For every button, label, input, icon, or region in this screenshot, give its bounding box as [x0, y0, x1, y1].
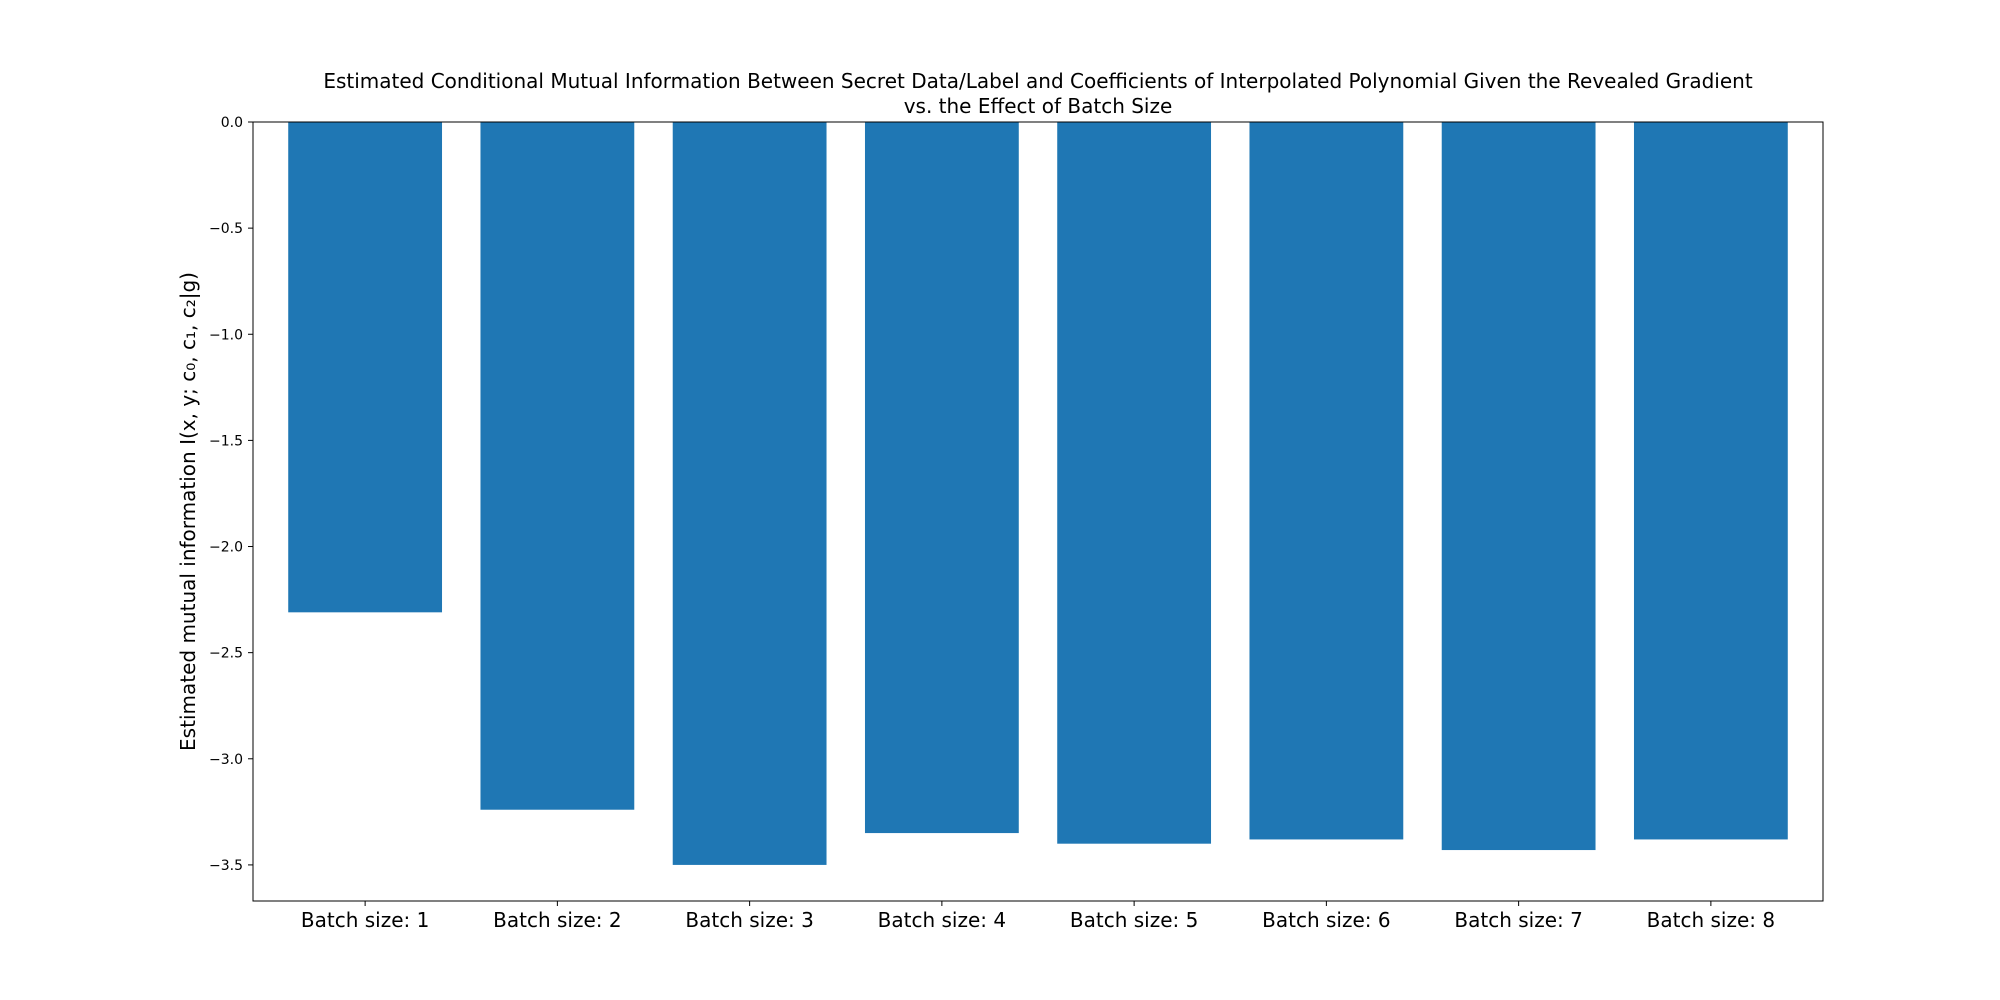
bar-batch-size-3	[672, 122, 827, 865]
y-tick-label: −2.0	[209, 540, 243, 556]
bar-batch-size-6	[1249, 122, 1404, 840]
x-tick-label: Batch size: 5	[1070, 908, 1198, 932]
y-tick-label: −1.5	[209, 433, 243, 449]
bar-batch-size-8	[1633, 122, 1788, 840]
chart-title: Estimated Conditional Mutual Information…	[323, 69, 1753, 118]
bar-batch-size-2	[480, 122, 635, 810]
bar-batch-size-4	[864, 122, 1019, 834]
y-tick-label: −1.0	[209, 327, 243, 343]
y-tick-label: −3.0	[209, 752, 243, 768]
x-tick-label: Batch size: 7	[1454, 908, 1582, 932]
plot-frame	[252, 121, 1824, 902]
y-axis-label: Estimated mutual information I(x, y; c₀,…	[176, 272, 200, 751]
bar-batch-size-1	[288, 122, 443, 613]
x-tick-label: Batch size: 4	[878, 908, 1006, 932]
bar-batch-size-7	[1441, 122, 1596, 851]
chart-title-line-1: Estimated Conditional Mutual Information…	[323, 69, 1753, 93]
y-tick-label: −2.5	[209, 646, 243, 662]
x-axis-ticks: Batch size: 1 Batch size: 2 Batch size: 3 B…	[301, 901, 1775, 932]
y-tick-label: 0.0	[221, 115, 243, 131]
x-tick-label: Batch size: 6	[1262, 908, 1390, 932]
x-tick-label: Batch size: 1	[301, 908, 429, 932]
bar-batch-size-5	[1057, 122, 1212, 844]
bars	[288, 122, 1788, 865]
y-tick-label: −0.5	[209, 221, 243, 237]
x-tick-label: Batch size: 3	[685, 908, 813, 932]
y-axis-ticks: 0.0 −0.5 −1.0 −1.5 −2.0 −2.5 −3.0 −3.5	[209, 115, 253, 874]
y-tick-label: −3.5	[209, 858, 243, 874]
x-tick-label: Batch size: 8	[1647, 908, 1775, 932]
x-tick-label: Batch size: 2	[493, 908, 621, 932]
y-axis-label-text: Estimated mutual information I(x, y; c₀,…	[176, 272, 200, 751]
chart-title-line-2: vs. the Effect of Batch Size	[904, 94, 1173, 118]
